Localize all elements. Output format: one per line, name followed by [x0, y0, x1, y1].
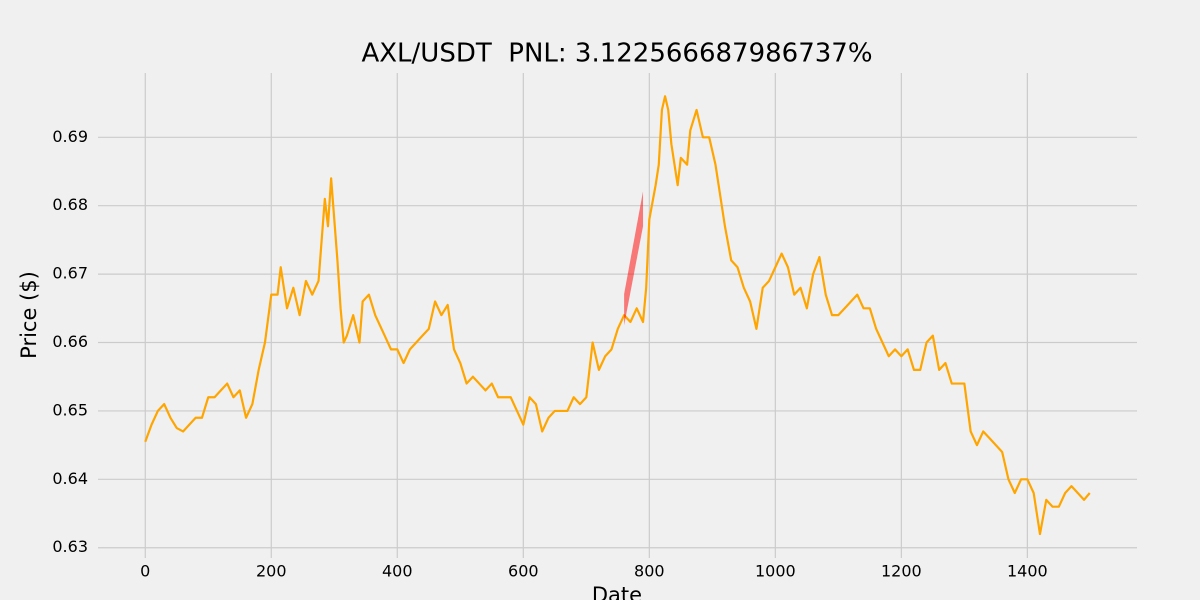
x-tick-label: 1200 — [881, 562, 922, 581]
y-tick-label: 0.68 — [52, 195, 88, 214]
shaded-region — [624, 191, 644, 326]
x-tick-label: 800 — [634, 562, 665, 581]
y-tick-label: 0.66 — [52, 332, 88, 351]
y-tick-label: 0.67 — [52, 264, 88, 283]
x-tick-label: 400 — [382, 562, 413, 581]
plot-area — [144, 95, 1091, 536]
x-tick-label: 200 — [256, 562, 287, 581]
price-line — [144, 95, 1091, 536]
x-tick-label: 1000 — [755, 562, 796, 581]
y-tick-label: 0.69 — [52, 127, 88, 146]
x-tick-label: 600 — [508, 562, 539, 581]
y-tick-label: 0.63 — [52, 537, 88, 556]
y-tick-label: 0.65 — [52, 400, 88, 419]
x-axis-label: Date — [592, 583, 642, 600]
x-tick-label: 1400 — [1007, 562, 1048, 581]
y-tick-label: 0.64 — [52, 469, 88, 488]
x-tick-label: 0 — [140, 562, 150, 581]
grid — [98, 73, 1137, 558]
y-axis-label: Price ($) — [17, 271, 41, 359]
chart-title: AXL/USDT PNL: 3.122566687986737% — [361, 39, 872, 69]
